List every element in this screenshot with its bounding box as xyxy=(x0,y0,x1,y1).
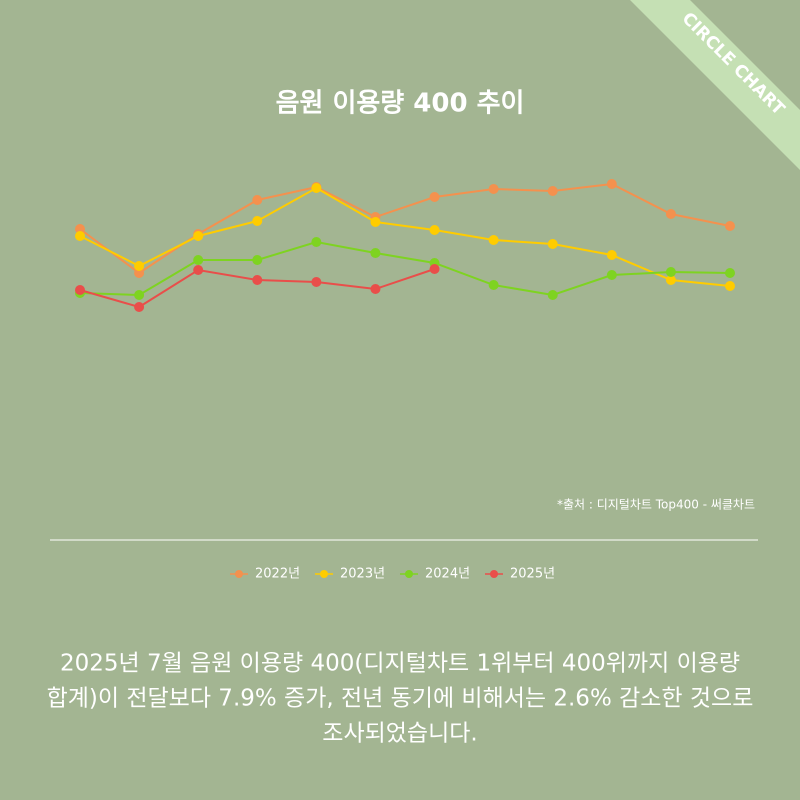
data-point xyxy=(429,264,440,274)
data-point xyxy=(606,250,617,260)
badge-ribbon xyxy=(630,0,800,170)
data-point xyxy=(252,275,263,285)
description-line: 합계)이 전달보다 7.9% 증가, 전년 동기에 비해서는 2.6% 감소한 … xyxy=(47,686,754,712)
data-point xyxy=(134,290,145,300)
data-point xyxy=(665,209,676,219)
description-line: 조사되었습니다. xyxy=(322,721,477,747)
legend-swatch-dot xyxy=(235,570,243,578)
data-point xyxy=(429,225,440,235)
data-point xyxy=(547,186,558,196)
data-point xyxy=(193,255,204,265)
legend-label: 2024년 xyxy=(425,567,470,582)
series-line xyxy=(79,186,731,287)
data-point xyxy=(429,192,440,202)
data-point xyxy=(311,183,322,193)
legend-label: 2022년 xyxy=(255,567,300,582)
legend: 2022년 2023년 2024년 2025년 xyxy=(230,567,555,582)
data-point xyxy=(370,248,381,258)
data-point xyxy=(606,179,617,189)
data-point xyxy=(252,195,263,205)
description-line: 2025년 7월 음원 이용량 400(디지털차트 1위부터 400위까지 이용… xyxy=(60,651,740,677)
data-point xyxy=(547,290,558,300)
data-point xyxy=(193,265,204,275)
data-point xyxy=(725,221,735,231)
source-note: *출처 : 디지털차트 Top400 - 써클차트 xyxy=(557,498,755,512)
data-point xyxy=(311,277,322,287)
legend-label: 2025년 xyxy=(510,567,555,582)
data-point xyxy=(488,184,499,194)
series-line xyxy=(79,240,731,297)
plot-area xyxy=(75,179,735,312)
data-point xyxy=(606,270,617,280)
data-point xyxy=(75,224,85,234)
legend-swatch-dot xyxy=(490,570,498,578)
data-point xyxy=(665,275,676,285)
data-point xyxy=(547,239,558,249)
data-point xyxy=(488,280,499,290)
legend-swatch-dot xyxy=(405,570,413,578)
data-point xyxy=(252,255,263,265)
data-point xyxy=(193,231,204,241)
legend-label: 2023년 xyxy=(340,567,385,582)
data-point xyxy=(725,281,735,291)
data-point xyxy=(370,284,381,294)
legend-swatch-dot xyxy=(320,570,328,578)
data-point xyxy=(252,216,263,226)
data-point xyxy=(370,217,381,227)
data-point xyxy=(134,261,145,271)
data-point xyxy=(488,235,499,245)
chart-title: 음원 이용량 400 추이 xyxy=(276,89,525,119)
data-point xyxy=(665,267,676,277)
data-point xyxy=(134,268,145,278)
description: 2025년 7월 음원 이용량 400(디지털차트 1위부터 400위까지 이용… xyxy=(47,651,754,747)
data-point xyxy=(75,285,85,295)
data-point xyxy=(75,231,85,241)
data-point xyxy=(134,302,145,312)
data-point xyxy=(311,237,322,247)
data-point xyxy=(725,268,735,278)
